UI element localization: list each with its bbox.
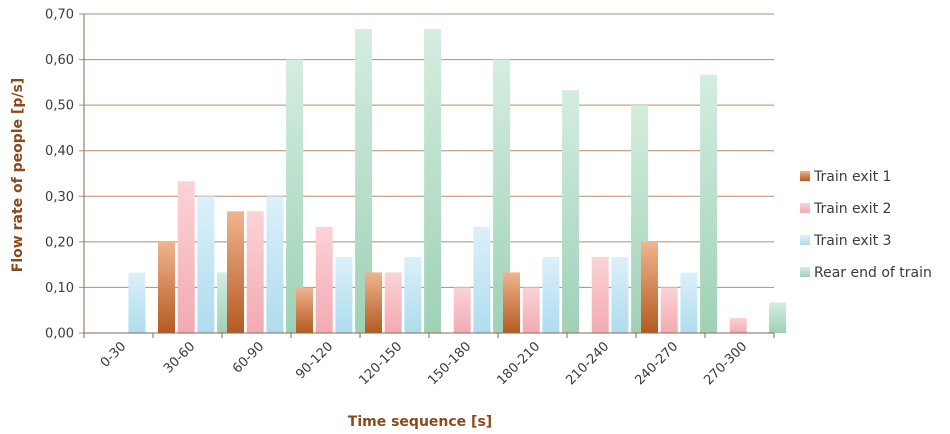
bar-train-exit-2 (729, 317, 747, 333)
legend-label: Train exit 2 (813, 201, 891, 217)
y-tick-label: 0,40 (45, 144, 74, 159)
bar-rear-end-of-train (493, 59, 511, 333)
bar-train-exit-1 (641, 241, 658, 333)
y-tick-label: 0,60 (45, 53, 74, 68)
bar-train-exit-3 (335, 256, 353, 333)
bar-train-exit-3 (266, 196, 284, 333)
bar-train-exit-2 (660, 287, 678, 333)
y-tick-label: 0,70 (45, 8, 74, 23)
y-tick-label: 0,00 (45, 327, 74, 342)
legend-swatch (800, 267, 810, 277)
x-tick-label: 120-150 (356, 339, 405, 388)
bar-train-exit-2 (177, 181, 195, 333)
x-tick-label: 90-120 (293, 339, 336, 382)
x-tick-label: 0-30 (98, 339, 129, 370)
legend: Train exit 1 Train exit 2 Train exit 3 Rear… (800, 169, 932, 281)
bar-rear-end-of-train (700, 74, 718, 334)
bar-train-exit-1 (365, 272, 382, 333)
legend-label: Rear end of train (814, 265, 932, 281)
x-tick-label: 180-210 (494, 339, 543, 388)
x-tick-label: 60-90 (230, 339, 267, 376)
bar-train-exit-2 (591, 256, 609, 333)
x-tick-label: 270-300 (701, 339, 750, 388)
bar-train-exit-3 (197, 196, 215, 333)
bar-rear-end-of-train (355, 29, 373, 333)
bar-train-exit-1 (158, 241, 175, 333)
bar-train-exit-3 (128, 272, 146, 333)
x-tick-label: 210-240 (563, 339, 612, 388)
legend-swatch (800, 235, 810, 245)
bars (128, 29, 787, 334)
bar-train-exit-2 (522, 287, 540, 333)
bar-train-exit-3 (542, 256, 560, 333)
bar-train-exit-2 (315, 226, 333, 333)
bar-train-exit-1 (296, 287, 313, 333)
x-tick-label: 150-180 (425, 339, 474, 388)
bar-train-exit-3 (404, 256, 422, 333)
bar-rear-end-of-train (562, 90, 580, 334)
legend-label: Train exit 1 (813, 169, 891, 185)
legend-swatch (800, 171, 810, 181)
bar-train-exit-3 (473, 226, 491, 333)
y-tick-label: 0,50 (45, 99, 74, 114)
bar-train-exit-1 (227, 211, 244, 333)
legend-label: Train exit 3 (813, 233, 891, 249)
x-tick-label: 240-270 (632, 339, 681, 388)
bar-rear-end-of-train (424, 29, 442, 333)
bar-rear-end-of-train (769, 302, 787, 333)
bar-train-exit-2 (384, 272, 402, 333)
y-tick-label: 0,30 (45, 190, 74, 205)
bar-train-exit-2 (246, 211, 264, 333)
x-axis-title: Time sequence [s] (348, 414, 492, 430)
bar-train-exit-1 (503, 272, 520, 333)
bar-rear-end-of-train (286, 59, 304, 333)
y-tick-label: 0,20 (45, 235, 74, 250)
x-tick-label: 30-60 (161, 339, 198, 376)
bar-train-exit-2 (453, 287, 471, 333)
y-axis-title: Flow rate of people [p/s] (10, 78, 26, 272)
y-tick-label: 0,10 (45, 281, 74, 296)
bar-train-exit-3 (680, 272, 698, 333)
bar-train-exit-3 (611, 256, 629, 333)
legend-swatch (800, 203, 810, 213)
